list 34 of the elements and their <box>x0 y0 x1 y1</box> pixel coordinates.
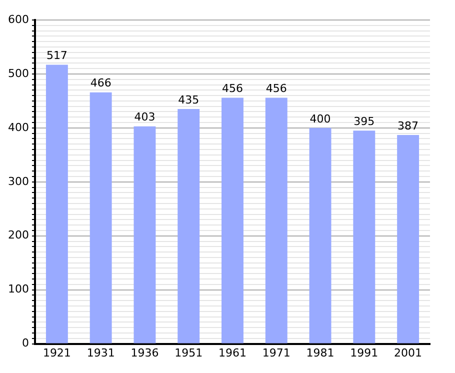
y-tick-label: 100 <box>8 282 29 296</box>
y-tick-label: 500 <box>8 66 29 80</box>
data-label: 435 <box>178 93 200 106</box>
x-tick-label: 1971 <box>262 346 290 360</box>
bar <box>353 130 376 344</box>
x-tick-label: 1981 <box>306 346 334 360</box>
data-label: 517 <box>46 49 68 62</box>
x-tick-label: 1931 <box>86 346 115 360</box>
x-tick-label: 2001 <box>394 346 422 360</box>
data-label: 456 <box>222 82 243 96</box>
bar <box>265 98 288 344</box>
data-label: 400 <box>310 112 331 126</box>
x-tick-label: 1951 <box>174 346 203 360</box>
bar <box>309 128 332 344</box>
y-tick-label: 200 <box>8 228 29 242</box>
x-tick-label: 1921 <box>42 346 71 360</box>
y-tick-label: 400 <box>8 120 29 134</box>
bar <box>222 98 244 344</box>
x-tick-label: 1961 <box>218 346 246 360</box>
data-label: 456 <box>266 82 287 96</box>
data-label: 395 <box>354 114 375 128</box>
data-label: 387 <box>398 119 419 132</box>
y-tick-label: 0 <box>22 336 29 350</box>
y-tick-label: 300 <box>8 174 29 188</box>
data-label: 403 <box>134 110 156 124</box>
x-tick-label: 1991 <box>350 346 378 360</box>
data-label: 466 <box>90 76 112 90</box>
x-tick-label: 1936 <box>130 346 159 360</box>
y-tick-label: 600 <box>8 12 29 26</box>
bar <box>397 134 420 344</box>
bar <box>178 109 200 344</box>
bar <box>46 64 68 344</box>
bar <box>134 126 156 344</box>
bar <box>90 92 112 344</box>
